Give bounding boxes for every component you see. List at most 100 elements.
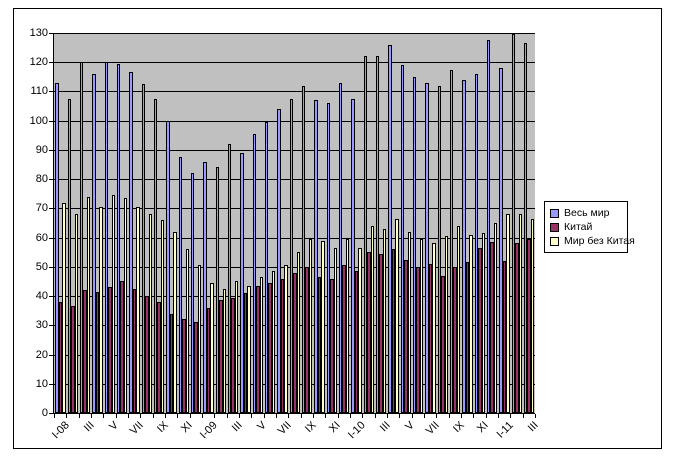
x-tick-2 [78,414,80,418]
bar-world-IX [449,69,454,413]
bar-world-ex-china-XII [345,239,350,413]
legend-item-china: Китай [550,220,622,234]
y-tick-0 [49,413,53,414]
bar-world-III [227,144,232,413]
x-tick-4 [103,414,105,418]
gridline-50 [54,266,535,268]
bar-world-II [215,167,220,413]
bar-world-IV [240,152,244,413]
bar-world-XI [326,103,331,413]
x-tick-32 [448,414,450,418]
bar-china-VII [132,288,137,413]
bar-china-II [71,306,75,413]
bar-china-VII [428,263,433,413]
gridline-70 [54,208,535,210]
y-tick-120 [49,62,53,64]
x-tick-25 [362,414,364,418]
bar-china-VIII [145,296,149,413]
bar-world-VII [425,82,429,413]
bar-world-ex-china-III [234,281,239,413]
x-tick-35 [485,414,487,418]
bar-world-III [523,43,528,413]
x-tick-37 [510,414,512,418]
y-tick-70 [49,208,53,210]
bar-world-XII [190,173,195,413]
legend-label-world: Весь мир [564,207,610,219]
bar-world-ex-china-I-10 [358,247,362,413]
y-axis-line [53,33,54,414]
bar-world-III [375,56,380,413]
bar-world-ex-china-IX [308,239,313,413]
x-tick-15 [239,414,240,418]
chart-frame: 0 10 20 30 40 50 60 70 80 90 100 110 120 130 I-08 III V V… [13,8,662,449]
bar-china-III [231,297,235,413]
y-tick-50 [49,266,53,268]
bar-china-IX [305,266,309,413]
bar-world-ex-china-VIII [444,236,448,413]
x-tick-39 [535,414,536,418]
y-tick-90 [49,149,53,151]
bar-world-ex-china-IV [247,285,251,413]
bar-world-XII [486,40,491,413]
bar-china-I-11 [502,261,507,413]
gridline-80 [54,179,535,181]
y-axis-label-60: 60 [35,231,48,244]
y-tick-40 [49,296,53,298]
y-axis-label-130: 130 [29,27,48,39]
bar-china-XI [330,278,334,413]
bar-china-XII [490,242,494,413]
bar-world-VIII [437,85,442,413]
x-tick-1 [66,414,68,418]
x-tick-38 [522,414,524,418]
y-axis-label-90: 90 [35,143,48,156]
bar-world-ex-china-XI [185,249,189,413]
bar-china-I-09 [206,307,211,413]
chart-page: { "chart_data": { "type": "bar", "title"… [13,8,662,449]
legend-label-china: Китай [564,221,593,233]
bar-china-XII [342,265,346,413]
y-tick-60 [49,237,53,239]
x-tick-16 [251,414,253,418]
bar-world-ex-china-IX [456,225,461,413]
bar-china-V [108,287,112,413]
x-tick-26 [374,414,376,418]
bar-china-X [465,262,470,413]
x-tick-19 [288,414,290,418]
y-tick-130 [49,33,53,34]
bar-china-XII [194,322,198,413]
bar-world-XII [338,82,343,413]
x-tick-8 [152,414,154,418]
x-axis-line [50,413,535,414]
x-tick-17 [263,414,265,418]
x-tick-28 [399,414,401,418]
bar-world-VIII [141,84,146,413]
y-tick-30 [49,325,53,327]
bar-world-I-10 [351,98,355,413]
bar-world-ex-china-II [74,214,78,413]
bar-china-I-10 [354,271,359,413]
x-tick-34 [473,414,475,418]
legend-item-world: Весь мир [550,206,622,220]
bar-world-ex-china-VII [432,243,436,413]
bar-world-ex-china-VI [271,271,276,413]
bar-world-ex-china-XII [197,265,202,413]
bar-world-ex-china-II [370,225,374,413]
y-axis-label-110: 110 [30,85,48,98]
x-tick-24 [350,414,351,418]
bar-world-ex-china-V [259,277,263,413]
bar-china-I-08 [58,301,63,413]
bar-world-ex-china-VI [419,239,424,413]
legend-swatch-world-ex-china [550,236,559,246]
plot-area [54,33,535,413]
bar-world-X [166,120,170,413]
bar-world-IX [301,85,306,413]
bar-world-IV [388,44,392,413]
bar-world-ex-china-VIII [148,214,152,413]
bar-world-II [511,34,516,413]
gridline-120 [54,62,535,64]
bar-world-I-11 [499,68,503,413]
bar-world-VI [412,76,417,413]
bar-world-ex-china-I-08 [62,202,66,413]
bar-world-XI [474,73,479,413]
bar-china-X [317,277,322,413]
